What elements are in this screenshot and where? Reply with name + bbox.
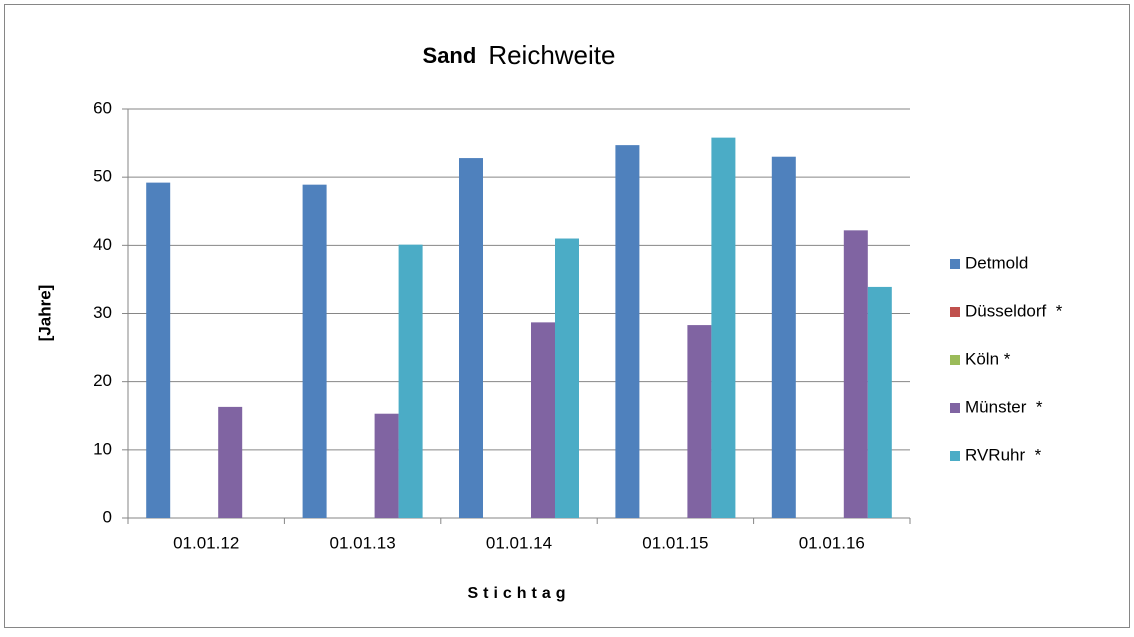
bar [555, 238, 579, 518]
x-tick-label: 01.01.14 [486, 533, 552, 552]
legend-label: Münster * [965, 397, 1043, 416]
legend-swatch [950, 259, 960, 269]
bar [459, 158, 483, 518]
x-tick-label: 01.01.13 [330, 533, 396, 552]
x-tick-label: 01.01.12 [173, 533, 239, 552]
bar [531, 322, 555, 518]
bar [398, 244, 423, 518]
legend-swatch [950, 355, 960, 365]
legend-swatch [950, 403, 960, 413]
bar [867, 286, 892, 518]
x-tick-label: 01.01.15 [642, 533, 708, 552]
bar [687, 325, 712, 518]
x-axis-label: Stichtag [467, 585, 570, 602]
y-tick-label: 20 [93, 371, 112, 390]
bar [711, 137, 736, 518]
legend-label: Detmold [965, 253, 1028, 272]
legend-swatch [950, 451, 960, 461]
bar [843, 230, 868, 518]
legend-label: Düsseldorf * [965, 301, 1063, 320]
bar [218, 406, 243, 518]
bar [771, 156, 796, 518]
bar [302, 184, 327, 519]
title-rest: Reichweite [488, 40, 615, 70]
bar [374, 413, 399, 518]
y-tick-label: 50 [93, 167, 112, 186]
y-tick-label: 0 [103, 507, 112, 526]
bar [615, 145, 640, 518]
bar [146, 182, 171, 518]
legend-label: RVRuhr * [965, 445, 1042, 464]
y-tick-label: 60 [93, 98, 112, 117]
y-tick-label: 10 [93, 439, 112, 458]
legend-label: Köln * [965, 349, 1011, 368]
y-axis-label: [Jahre] [35, 285, 54, 342]
title-bold: Sand [423, 43, 477, 68]
chart-title: Sand Reichweite [423, 40, 616, 70]
y-tick-label: 40 [93, 235, 112, 254]
legend-swatch [950, 307, 960, 317]
y-tick-label: 30 [93, 303, 112, 322]
x-tick-label: 01.01.16 [799, 533, 865, 552]
